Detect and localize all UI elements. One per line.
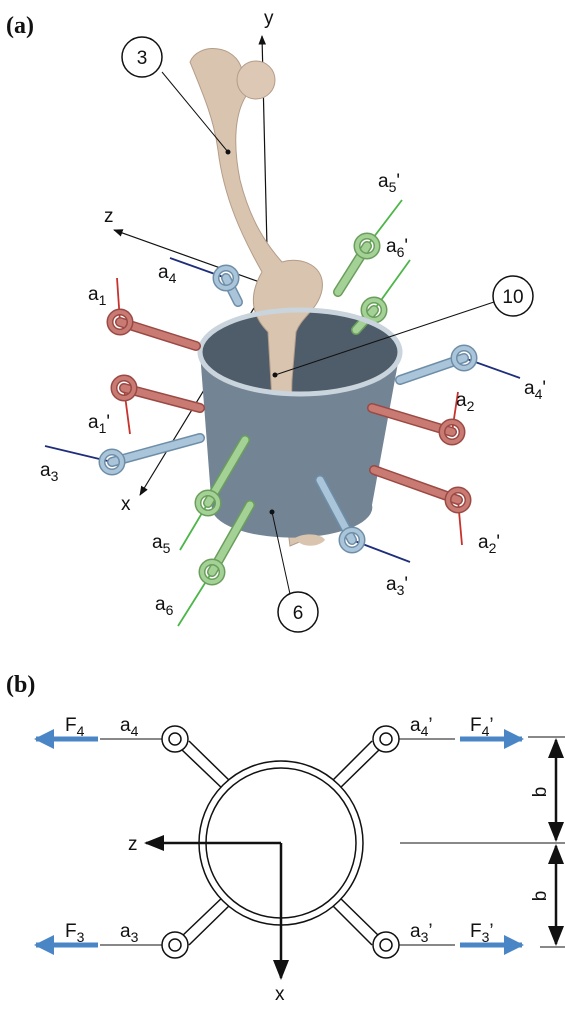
label-prime: ’ [489, 715, 493, 736]
label-sub: 3 [482, 929, 490, 945]
panel-label: (a) [6, 13, 34, 39]
label: a4 [120, 715, 139, 739]
callout-label: 3 [137, 48, 148, 69]
leader-dot [273, 373, 278, 378]
label-sub: 3 [421, 929, 429, 945]
label-base: a [40, 460, 51, 481]
label-base: a [378, 171, 389, 192]
label: a5 [152, 532, 171, 556]
label-sub: 4 [131, 723, 139, 739]
axis-label: x [275, 984, 285, 1004]
label-base: a [158, 262, 169, 283]
label-sub: 2 [467, 398, 475, 414]
leader-dot [226, 150, 231, 155]
label-base: F [65, 715, 77, 736]
label-prime: ' [396, 171, 400, 192]
pin-rod [112, 438, 200, 462]
label: a6 [155, 594, 174, 618]
label-sub: 4 [482, 723, 490, 739]
label-base: a [410, 715, 421, 736]
label-sub: 3 [131, 929, 139, 945]
label: a4' [524, 378, 546, 402]
label: a2 [456, 390, 475, 414]
label-sub: 6 [397, 244, 405, 260]
label: F4 [65, 715, 85, 739]
label: a4’ [410, 715, 433, 739]
label-prime: ' [404, 574, 408, 595]
label: a6' [386, 236, 408, 260]
label: a3 [120, 921, 139, 945]
axis-label: z [128, 834, 138, 855]
label-sub: 4 [77, 723, 85, 739]
dimension-label: b [530, 787, 551, 798]
label: a3’ [410, 921, 433, 945]
label-base: F [470, 715, 482, 736]
label-sub: 5 [163, 540, 171, 556]
label: a1' [88, 412, 110, 436]
leader-dot [270, 510, 275, 515]
label-base: a [478, 532, 489, 553]
label-prime: ' [542, 378, 546, 399]
label-sub: 2 [489, 540, 497, 556]
label-sub: 4 [535, 386, 543, 402]
label-base: a [524, 378, 535, 399]
label-sub: 3 [77, 929, 85, 945]
label-sub: 5 [389, 179, 397, 195]
label-base: a [152, 532, 163, 553]
label-sub: 4 [169, 270, 177, 286]
label: a3' [386, 574, 408, 598]
label-base: a [120, 715, 131, 736]
label-sub: 1 [99, 292, 107, 308]
label: F3 [65, 921, 85, 945]
label-base: F [470, 921, 482, 942]
callout-label: 6 [293, 603, 304, 624]
label-prime: ’ [428, 921, 432, 942]
label-prime: ' [404, 236, 408, 257]
label-sub: 3 [51, 468, 59, 484]
label-base: a [88, 284, 99, 305]
label-sub: 3 [397, 582, 405, 598]
label: a2' [478, 532, 500, 556]
page: {"panel_a": {"label": "(a)", "axis_y": "… [0, 0, 565, 1004]
label-prime: ’ [428, 715, 432, 736]
label-base: a [386, 236, 397, 257]
label-base: a [155, 594, 166, 615]
label-prime: ’ [489, 921, 493, 942]
panel-label: (b) [6, 672, 35, 698]
label: F3’ [470, 921, 494, 945]
label-base: a [386, 574, 397, 595]
axis-label: y [264, 8, 274, 29]
label-base: a [456, 390, 467, 411]
label-prime: ' [106, 412, 110, 433]
callout-label: 10 [502, 287, 523, 308]
label-base: a [88, 412, 99, 433]
label: F4’ [470, 715, 494, 739]
bone-end [295, 534, 325, 545]
figure: (a) (b) y z x a1a1'a2a2'a3a3'a4a4'a5a5'a… [0, 0, 565, 1004]
label-sub: 4 [421, 723, 429, 739]
label: a4 [158, 262, 177, 286]
label-base: a [410, 921, 421, 942]
label: a3 [40, 460, 59, 484]
axis-label: x [121, 494, 131, 515]
label: a5' [378, 171, 400, 195]
label-base: a [120, 921, 131, 942]
dimension-label: b [530, 891, 551, 902]
label-sub: 1 [99, 420, 107, 436]
label-sub: 6 [166, 602, 174, 618]
axis-label: z [104, 206, 114, 227]
label: a1 [88, 284, 107, 308]
label-prime: ' [496, 532, 500, 553]
label-base: F [65, 921, 77, 942]
